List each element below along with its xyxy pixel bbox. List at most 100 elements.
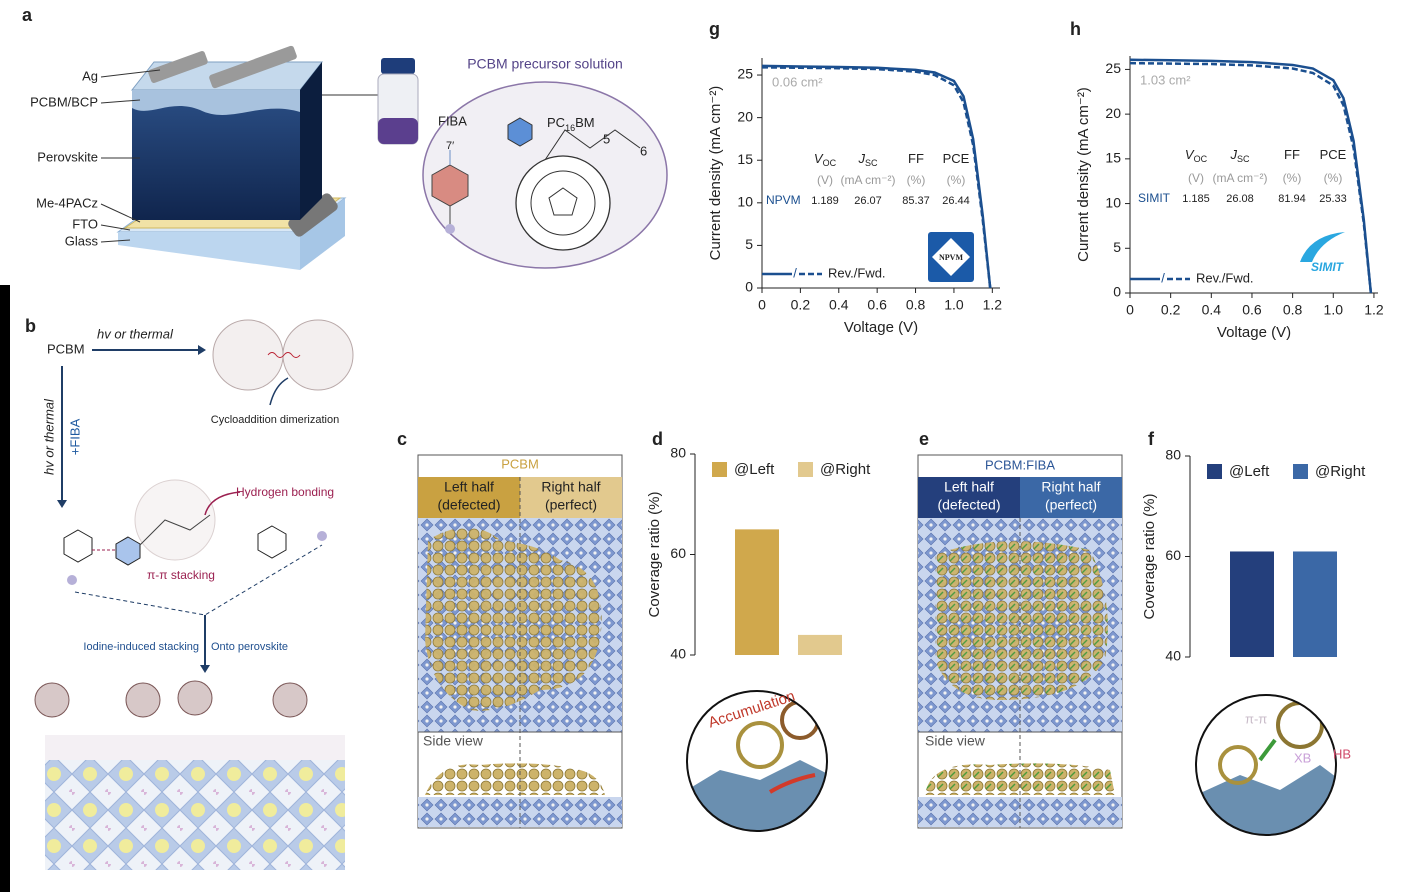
y-axis-label: Coverage ratio (%) <box>1141 494 1158 620</box>
layer-label: Me-4PACz <box>36 195 98 210</box>
subscript: OC <box>1194 154 1208 164</box>
y-tick-label: 40 <box>1165 648 1181 664</box>
inset-label: HB <box>1333 746 1351 761</box>
y-tick-label: 10 <box>1105 194 1121 210</box>
x-tick-label: 0.6 <box>1242 302 1262 318</box>
connector <box>74 544 323 616</box>
bar <box>735 529 779 655</box>
logo-swoosh <box>1300 232 1345 262</box>
interface <box>45 735 345 760</box>
x-tick-label: 0.8 <box>1283 302 1303 318</box>
y-tick-label: 60 <box>670 545 686 561</box>
position-label: 5 <box>603 131 610 146</box>
inset-circle <box>686 690 828 832</box>
fullerene <box>212 319 284 391</box>
x-tick-label: 1.2 <box>983 297 1003 313</box>
y-tick-label: 25 <box>1105 60 1121 76</box>
annotation: π-π stacking <box>147 568 215 582</box>
cell: 25.33 <box>1319 193 1347 205</box>
leader <box>100 203 141 223</box>
inset-f: π-π XB HB <box>1195 694 1351 836</box>
chain <box>544 129 641 161</box>
symbol: FF <box>1284 147 1300 162</box>
panel-label: e <box>919 429 929 449</box>
cell: 85.37 <box>902 195 930 207</box>
fullerene <box>125 682 161 718</box>
row-name: SIMIT <box>1138 191 1171 205</box>
column-header: FF <box>1284 147 1300 162</box>
glass <box>118 232 300 270</box>
arrow-head <box>57 500 67 508</box>
half-header <box>418 477 520 518</box>
column-unit: (%) <box>1324 171 1343 185</box>
half-header <box>1020 477 1122 518</box>
pcbm-label: PC16BM <box>547 115 595 133</box>
route-label: hv or thermal <box>41 398 56 475</box>
x-tick-label: 0 <box>758 297 766 313</box>
legend-swatch <box>1207 464 1222 479</box>
column-unit: (V) <box>817 173 833 187</box>
column-unit: (V) <box>1188 171 1204 185</box>
y-tick-label: 60 <box>1165 547 1181 563</box>
x-tick-label: 0.4 <box>829 297 849 313</box>
logo-shape <box>932 238 970 276</box>
inset-label: π-π <box>1245 711 1267 726</box>
y-tick-label: 10 <box>737 194 753 210</box>
arrow-head <box>198 345 206 355</box>
solution <box>378 118 418 144</box>
text: 16 <box>565 123 575 133</box>
logo: NPVM <box>939 253 963 262</box>
panel-a: a Ag PCBM/BCP Perovskite Me-4PACz FTO Gl… <box>22 5 668 270</box>
perovskite-side <box>300 62 322 220</box>
x-tick-label: 0 <box>1126 302 1134 318</box>
cell: 26.44 <box>942 195 970 207</box>
annotation: 0.06 cm² <box>772 74 823 89</box>
panel-label: g <box>709 19 720 39</box>
symbol: J <box>1229 147 1237 162</box>
solution-title: PCBM precursor solution <box>467 56 623 72</box>
fiba-ring <box>63 529 93 563</box>
fullerene <box>282 319 354 391</box>
column-header: PCE <box>1320 147 1347 162</box>
x-tick-label: 1.0 <box>944 297 964 313</box>
side-coverage <box>425 763 605 795</box>
symbol: PCE <box>1320 147 1347 162</box>
leader <box>100 239 131 243</box>
column-header: VOC <box>1185 147 1208 164</box>
x-axis-label: Voltage (V) <box>844 319 918 336</box>
arrow <box>768 773 816 794</box>
column-unit: (mA cm⁻²) <box>841 173 896 187</box>
iodine <box>317 531 327 541</box>
column-header: JSC <box>857 151 878 168</box>
layer-label: FTO <box>72 216 98 231</box>
x-tick-label: 1.2 <box>1364 302 1384 318</box>
subscript: OC <box>823 158 837 168</box>
side-label: Side view <box>925 733 986 749</box>
y-axis-label: Current density (mA cm⁻²) <box>707 86 724 261</box>
panel-label: c <box>397 429 407 449</box>
logo: SIMIT <box>1311 260 1345 274</box>
pcbm-coverage <box>935 541 1108 700</box>
y-tick-label: 80 <box>1165 447 1181 463</box>
legend-swatch <box>798 462 813 477</box>
y-axis-label: Current density (mA cm⁻²) <box>1075 87 1092 262</box>
leader <box>100 99 141 104</box>
column-header: FF <box>908 151 924 166</box>
panel-label: d <box>652 429 663 449</box>
y-tick-label: 0 <box>745 279 753 295</box>
bond <box>267 352 301 358</box>
half-label: (defected) <box>937 497 1000 513</box>
half-label: Left half <box>444 479 494 495</box>
column-unit: (%) <box>907 173 926 187</box>
bar <box>798 634 842 655</box>
half-header <box>918 477 1020 518</box>
column-unit: (mA cm⁻²) <box>1213 171 1268 185</box>
legend-label: @Right <box>820 461 871 478</box>
bottle-cap <box>381 58 415 74</box>
legend-label: @Left <box>734 461 775 478</box>
cell: 1.189 <box>811 195 839 207</box>
x-tick-label: 0.2 <box>1161 302 1181 318</box>
legend-swatch <box>1293 464 1308 479</box>
ag-bar <box>148 51 208 83</box>
symbol: FF <box>908 151 924 166</box>
